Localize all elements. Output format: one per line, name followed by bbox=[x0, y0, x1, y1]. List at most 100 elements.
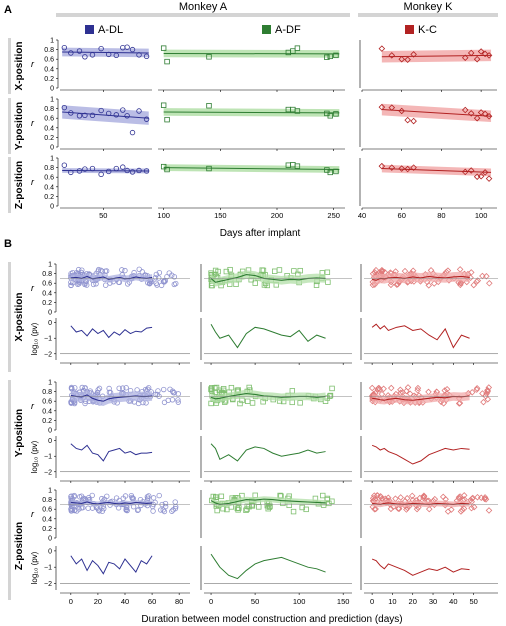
y-tick-label: 0.2 bbox=[44, 76, 54, 83]
subplot-b-y-position-a-dl: 0 0.2 0.4 0.6 0.8 1 0 −1 −2 bbox=[42, 380, 190, 483]
scatter-point-b-y-position-a-df bbox=[289, 399, 295, 406]
x-tick-label: 80 bbox=[175, 597, 183, 606]
scatter-point-b-y-position-a-df bbox=[228, 384, 235, 391]
fit-line-a-x-position-a-dl bbox=[62, 51, 149, 54]
scatter-point-b-z-position-a-dl bbox=[68, 493, 74, 499]
data-point-a-x-position-a-df bbox=[324, 54, 330, 60]
scatter-point-b-y-position-a-dl bbox=[161, 386, 167, 393]
scatter-point-b-x-position-a-dl bbox=[119, 267, 125, 273]
subplot-a-y-position-a-df bbox=[158, 102, 345, 151]
mean-line-b-z-position-a-dl bbox=[70, 501, 153, 505]
legend-label-a-dl: A-DL bbox=[98, 24, 123, 36]
y-tick-label: 0.6 bbox=[44, 116, 54, 123]
data-point-a-z-position-k-c bbox=[388, 164, 396, 171]
scatter-point-b-x-position-k-c bbox=[474, 277, 482, 284]
data-point-a-z-position-k-c bbox=[404, 165, 411, 173]
data-point-a-y-position-k-c bbox=[378, 103, 386, 111]
scatter-point-b-x-position-k-c bbox=[473, 278, 481, 285]
scatter-point-b-z-position-k-c bbox=[371, 492, 378, 499]
scatter-point-b-z-position-k-c bbox=[468, 504, 475, 512]
scatter-point-b-z-position-a-dl bbox=[99, 508, 106, 514]
scatter-point-b-y-position-k-c bbox=[404, 384, 412, 391]
y-tick-label: 0.6 bbox=[42, 281, 52, 288]
data-point-a-x-position-k-c bbox=[461, 54, 469, 62]
row-title-a-y: Y-position bbox=[14, 102, 25, 150]
scatter-point-b-z-position-k-c bbox=[448, 506, 455, 513]
data-point-a-x-position-a-dl bbox=[89, 52, 96, 58]
scatter-point-b-x-position-a-dl bbox=[139, 269, 146, 275]
scatter-point-b-y-position-k-c bbox=[484, 388, 491, 395]
data-point-a-z-position-k-c bbox=[485, 175, 493, 182]
x-tick-label: 100 bbox=[293, 597, 306, 606]
scatter-point-b-y-position-k-c bbox=[368, 384, 376, 392]
y-tick-label: −1 bbox=[44, 336, 52, 343]
y-tick-label: 0.8 bbox=[42, 271, 52, 278]
data-point-a-x-position-a-dl bbox=[143, 53, 150, 60]
y-tick-label: 0 bbox=[48, 310, 52, 317]
pvalue-line-b-x-position-a-dl bbox=[70, 325, 153, 339]
legend-swatch-k-c bbox=[405, 25, 414, 34]
row-strip-b-z bbox=[8, 488, 11, 600]
scatter-point-b-x-position-a-dl bbox=[156, 269, 163, 276]
y-tick-label: 0 bbox=[48, 428, 52, 435]
scatter-point-b-y-position-k-c bbox=[414, 384, 422, 392]
x-tick-label: 50 bbox=[99, 211, 107, 220]
axis-label-r-a-z-position: r bbox=[31, 177, 35, 187]
subplot-b-x-position-a-dl: 0 0.2 0.4 0.6 0.8 1 0 −1 −2 bbox=[42, 262, 190, 365]
axis-label-pv-b-z-position: log₁₀ (pv) bbox=[30, 551, 39, 584]
scatter-point-b-z-position-a-dl bbox=[77, 494, 83, 500]
scatter-point-b-x-position-a-dl bbox=[90, 281, 97, 288]
panel-label-a: A bbox=[4, 4, 12, 16]
data-point-a-z-position-a-dl bbox=[143, 168, 150, 174]
scatter-point-b-x-position-a-dl bbox=[156, 275, 162, 281]
subplot-a-x-position-a-dl: 0 0.2 0.4 0.6 0.8 1 bbox=[44, 38, 152, 93]
scatter-point-b-x-position-a-df bbox=[313, 282, 320, 288]
data-point-a-y-position-k-c bbox=[398, 107, 405, 115]
subplot-a-z-position-a-dl: 0 0.2 0.4 0.6 0.8 1 50 bbox=[44, 156, 152, 220]
data-point-a-z-position-a-df bbox=[206, 165, 212, 172]
scatter-point-b-y-position-a-dl bbox=[171, 390, 178, 396]
pvalue-line-b-y-position-k-c bbox=[371, 444, 470, 465]
scatter-point-b-z-position-a-dl bbox=[169, 508, 175, 514]
data-point-a-y-position-k-c bbox=[485, 113, 493, 120]
y-tick-label: 1 bbox=[48, 262, 52, 269]
subplot-b-y-position-k-c bbox=[360, 382, 498, 483]
monkey-k-header-bar bbox=[358, 13, 498, 17]
data-point-a-y-position-a-dl bbox=[76, 113, 83, 119]
scatter-point-b-z-position-k-c bbox=[478, 494, 485, 502]
scatter-point-b-x-position-a-dl bbox=[136, 266, 142, 273]
x-tick-label: 40 bbox=[358, 211, 366, 220]
scatter-point-b-y-position-k-c bbox=[387, 384, 395, 392]
scatter-point-b-z-position-k-c bbox=[470, 503, 478, 511]
data-point-a-y-position-a-dl bbox=[68, 110, 74, 116]
data-point-a-y-position-a-dl bbox=[98, 107, 104, 114]
scatter-point-b-z-position-k-c bbox=[394, 505, 402, 512]
x-tick-label: 60 bbox=[148, 597, 156, 606]
scatter-point-b-x-position-a-dl bbox=[153, 280, 159, 287]
data-point-a-x-position-a-df bbox=[327, 53, 333, 60]
x-tick-label: 0 bbox=[370, 597, 374, 606]
y-tick-label: 0.4 bbox=[42, 516, 52, 523]
scatter-point-b-x-position-a-df bbox=[252, 280, 258, 286]
scatter-point-b-z-position-k-c bbox=[397, 494, 404, 501]
data-point-a-x-position-a-dl bbox=[68, 50, 74, 56]
y-tick-label: 0 bbox=[48, 438, 52, 445]
y-tick-label: 1 bbox=[50, 156, 54, 163]
scatter-point-b-y-position-a-dl bbox=[95, 387, 101, 393]
scatter-point-b-x-position-a-df bbox=[276, 267, 283, 273]
data-point-a-x-position-a-dl bbox=[61, 44, 68, 51]
scatter-point-b-z-position-a-dl bbox=[95, 507, 102, 513]
data-point-a-z-position-a-dl bbox=[89, 165, 96, 172]
scatter-point-b-x-position-a-dl bbox=[99, 268, 105, 274]
y-tick-label: 0 bbox=[48, 320, 52, 327]
scatter-point-b-y-position-k-c bbox=[414, 387, 421, 394]
y-tick-label: 0 bbox=[50, 86, 54, 93]
x-tick-label: 80 bbox=[437, 211, 445, 220]
scatter-point-b-y-position-a-df bbox=[289, 388, 296, 394]
y-tick-label: −2 bbox=[44, 351, 52, 358]
data-point-a-y-position-k-c bbox=[461, 106, 469, 114]
y-tick-label: 0.8 bbox=[42, 389, 52, 396]
scatter-point-b-y-position-a-dl bbox=[82, 400, 88, 407]
scatter-point-b-y-position-k-c bbox=[456, 399, 464, 407]
